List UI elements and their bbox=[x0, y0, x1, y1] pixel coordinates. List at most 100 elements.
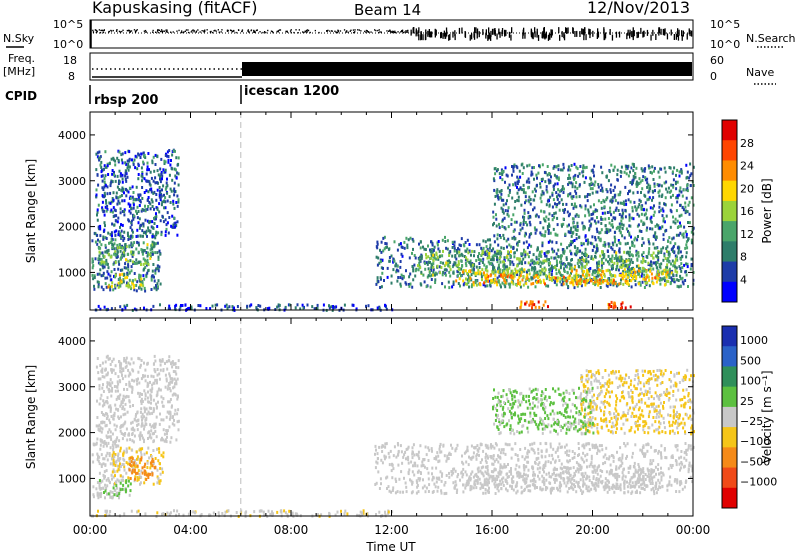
data-cell bbox=[577, 279, 580, 283]
data-cell bbox=[152, 241, 155, 245]
data-cell bbox=[675, 233, 678, 237]
data-cell bbox=[164, 200, 167, 204]
data-cell bbox=[631, 240, 634, 244]
data-cell bbox=[123, 230, 126, 234]
data-cell bbox=[152, 179, 155, 183]
data-cell bbox=[118, 246, 121, 249]
data-cell bbox=[644, 176, 647, 180]
noise-sample bbox=[339, 30, 342, 32]
data-cell bbox=[496, 256, 498, 259]
noise-sample bbox=[478, 31, 480, 38]
data-cell bbox=[587, 260, 590, 264]
noise-sample bbox=[337, 31, 339, 34]
data-cell bbox=[530, 276, 533, 280]
data-cell bbox=[635, 253, 638, 257]
data-cell bbox=[635, 185, 638, 188]
data-cell bbox=[130, 385, 133, 389]
data-cell bbox=[97, 238, 99, 242]
data-cell bbox=[130, 206, 133, 210]
data-cell bbox=[633, 238, 636, 242]
data-cell bbox=[548, 224, 551, 227]
noise-sample bbox=[96, 31, 98, 33]
data-cell bbox=[333, 305, 336, 309]
noise-sample bbox=[136, 29, 138, 31]
noise-sample bbox=[187, 31, 190, 34]
data-cell bbox=[665, 247, 668, 251]
data-cell bbox=[583, 277, 586, 281]
data-cell bbox=[175, 365, 178, 369]
data-cell bbox=[658, 263, 661, 267]
data-cell bbox=[685, 163, 688, 167]
data-cell bbox=[466, 282, 468, 286]
data-cell bbox=[529, 198, 532, 201]
data-cell bbox=[555, 165, 558, 169]
data-cell bbox=[583, 166, 586, 170]
data-cell bbox=[451, 246, 454, 249]
data-cell bbox=[530, 244, 533, 248]
data-cell bbox=[165, 379, 168, 383]
data-cell bbox=[518, 257, 520, 261]
data-cell bbox=[122, 463, 125, 467]
data-cell bbox=[610, 300, 613, 304]
data-cell bbox=[119, 429, 122, 433]
data-cell bbox=[649, 184, 652, 188]
data-cell bbox=[152, 191, 155, 195]
data-cell bbox=[502, 211, 505, 215]
data-cell bbox=[658, 194, 661, 198]
data-cell bbox=[681, 276, 684, 280]
data-cell bbox=[594, 238, 597, 242]
data-cell bbox=[199, 304, 202, 308]
data-cell bbox=[100, 257, 103, 261]
data-cell bbox=[129, 482, 132, 486]
data-cell bbox=[616, 283, 619, 287]
data-cell bbox=[652, 234, 655, 238]
data-cell bbox=[149, 255, 152, 258]
data-cell bbox=[541, 241, 544, 245]
data-cell bbox=[104, 489, 107, 493]
data-cell bbox=[159, 189, 161, 193]
data-cell bbox=[143, 306, 145, 310]
noise-sample bbox=[425, 29, 427, 36]
data-cell bbox=[151, 269, 154, 273]
data-cell bbox=[635, 264, 638, 268]
data-cell bbox=[494, 172, 497, 176]
data-cell bbox=[524, 191, 527, 195]
data-cell bbox=[471, 283, 474, 287]
data-cell bbox=[296, 303, 299, 307]
data-cell bbox=[131, 185, 134, 189]
data-cell bbox=[672, 185, 675, 189]
data-cell bbox=[99, 364, 102, 367]
data-cell bbox=[111, 453, 114, 457]
data-cell bbox=[531, 166, 534, 170]
noise-sample bbox=[505, 29, 507, 36]
data-cell bbox=[609, 281, 612, 285]
data-cell bbox=[582, 166, 584, 170]
data-cell bbox=[103, 195, 106, 199]
data-cell bbox=[677, 225, 680, 229]
data-cell bbox=[121, 234, 124, 238]
data-cell bbox=[144, 261, 147, 265]
data-cell bbox=[634, 279, 637, 282]
noise-sample bbox=[561, 31, 563, 38]
data-cell bbox=[471, 249, 474, 253]
data-cell bbox=[420, 256, 423, 260]
data-cell bbox=[137, 221, 140, 225]
data-cell bbox=[96, 242, 99, 246]
data-cell bbox=[120, 431, 123, 435]
data-cell bbox=[665, 275, 668, 279]
data-cell bbox=[646, 185, 649, 189]
data-cell bbox=[539, 185, 542, 189]
data-cell bbox=[606, 211, 609, 214]
data-cell bbox=[512, 229, 515, 233]
data-cell bbox=[634, 172, 637, 176]
data-cell bbox=[496, 168, 499, 172]
data-cell bbox=[99, 377, 102, 381]
data-cell bbox=[546, 190, 549, 194]
noise-sample bbox=[380, 31, 382, 33]
data-cell bbox=[576, 247, 579, 250]
data-cell bbox=[489, 283, 492, 287]
data-cell bbox=[551, 191, 554, 195]
data-cell bbox=[110, 437, 113, 441]
data-cell bbox=[596, 279, 599, 283]
data-cell bbox=[633, 244, 636, 248]
